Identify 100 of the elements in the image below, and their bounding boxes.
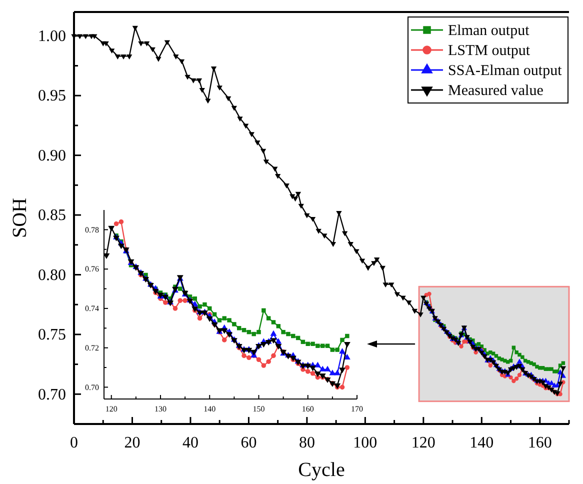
- point: [476, 342, 481, 346]
- point: [250, 350, 258, 356]
- point: [516, 358, 522, 364]
- point: [514, 350, 518, 354]
- point: [345, 334, 350, 338]
- point: [172, 306, 178, 311]
- x-tick-label: 80: [298, 434, 315, 452]
- point: [242, 353, 246, 358]
- y-tick-label: 0.90: [38, 147, 66, 164]
- y-tick-label: 0.80: [38, 266, 66, 284]
- point: [222, 316, 226, 320]
- point: [286, 332, 290, 336]
- point: [310, 371, 316, 376]
- point: [518, 352, 522, 357]
- point: [561, 361, 566, 365]
- x-tick-label: 160: [302, 404, 314, 414]
- point: [212, 312, 217, 316]
- x-tick-label: 150: [252, 404, 265, 414]
- point: [197, 316, 202, 321]
- y-tick-label: 0.78: [85, 225, 99, 234]
- x-tick-label: 170: [351, 404, 363, 414]
- point: [260, 342, 267, 348]
- point: [512, 346, 516, 350]
- point: [206, 316, 213, 322]
- point: [310, 342, 315, 346]
- point: [320, 344, 325, 348]
- point: [344, 365, 350, 370]
- point: [252, 332, 256, 336]
- point: [217, 318, 222, 322]
- point: [108, 226, 115, 232]
- y-tick-label: 0.74: [85, 304, 99, 313]
- point: [271, 320, 276, 324]
- point: [488, 363, 492, 368]
- point: [178, 298, 183, 303]
- point: [271, 353, 276, 358]
- point: [344, 342, 350, 348]
- point: [334, 370, 341, 376]
- y-tick-label: 0.72: [85, 343, 99, 352]
- y-tick-label: 0.95: [38, 88, 66, 105]
- point: [114, 221, 119, 226]
- point: [270, 330, 277, 336]
- legend-label: Elman output: [448, 23, 530, 39]
- point: [256, 330, 261, 334]
- x-tick-label: 120: [411, 434, 436, 452]
- y-tick-label: 0.85: [38, 207, 66, 224]
- point: [103, 253, 110, 260]
- point: [330, 348, 335, 352]
- point: [340, 338, 344, 342]
- point: [291, 334, 296, 338]
- point: [310, 366, 316, 372]
- x-tick-label: 140: [204, 404, 216, 414]
- point: [266, 316, 271, 320]
- point: [118, 219, 124, 224]
- point: [256, 357, 262, 362]
- point: [163, 300, 168, 305]
- point: [314, 362, 321, 368]
- point: [118, 244, 124, 250]
- point: [335, 348, 340, 352]
- point: [305, 369, 310, 374]
- point: [221, 328, 228, 334]
- x-tick-label: 20: [124, 434, 140, 452]
- point: [532, 362, 536, 366]
- point: [178, 286, 182, 291]
- point: [512, 378, 516, 384]
- x-tick-label: 160: [528, 434, 552, 452]
- legend-label: LSTM output: [448, 43, 531, 59]
- y-tick-label: 0.75: [38, 326, 66, 344]
- y-tick-label: 0.76: [85, 264, 99, 274]
- point: [339, 348, 346, 354]
- x-tick-label: 100: [353, 434, 378, 452]
- x-tick-label: 60: [240, 434, 257, 452]
- y-tick-label: 0.70: [85, 382, 99, 392]
- point: [316, 344, 320, 348]
- point: [262, 308, 266, 313]
- point: [344, 354, 350, 360]
- x-tick-label: 0: [70, 434, 78, 452]
- point: [459, 344, 464, 348]
- point: [246, 355, 252, 360]
- point: [266, 359, 271, 364]
- point: [261, 363, 266, 368]
- point: [182, 298, 188, 303]
- x-tick-label: 130: [154, 404, 166, 414]
- point: [198, 304, 202, 309]
- point: [491, 352, 496, 356]
- point: [517, 372, 522, 378]
- point: [550, 367, 554, 371]
- point: [227, 318, 232, 322]
- x-axis-title: Cycle: [298, 459, 345, 481]
- y-axis-title: SOH: [9, 198, 31, 238]
- point: [270, 338, 277, 344]
- y-tick-label: 1.00: [38, 28, 66, 46]
- x-tick-label: 120: [105, 404, 118, 414]
- point: [340, 384, 345, 390]
- point: [520, 355, 524, 359]
- y-tick-label: 0.70: [38, 386, 66, 404]
- point: [339, 368, 346, 374]
- point: [232, 322, 236, 326]
- point: [325, 344, 330, 348]
- point: [281, 330, 286, 334]
- point: [329, 370, 336, 376]
